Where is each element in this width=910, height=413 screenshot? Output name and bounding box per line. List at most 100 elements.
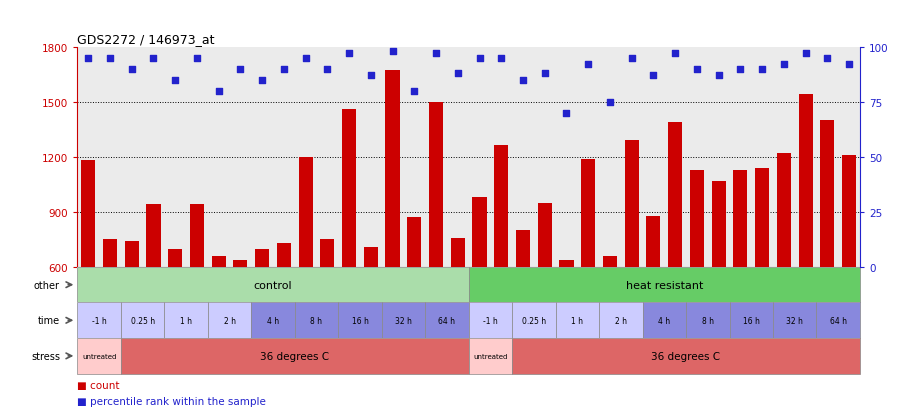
Bar — [408, 218, 421, 267]
Bar — [777, 154, 791, 267]
Point — [320, 66, 335, 73]
Text: ■ percentile rank within the sample: ■ percentile rank within the sample — [77, 396, 267, 406]
Text: -1 h: -1 h — [483, 316, 498, 325]
Bar — [842, 156, 856, 267]
Text: 8 h: 8 h — [702, 316, 713, 325]
Bar — [212, 256, 226, 267]
Point — [103, 55, 117, 62]
Bar — [233, 261, 248, 267]
Point — [842, 62, 856, 69]
Text: 4 h: 4 h — [267, 316, 279, 325]
Bar — [450, 238, 465, 267]
Point — [646, 73, 661, 79]
Text: GDS2272 / 146973_at: GDS2272 / 146973_at — [77, 33, 215, 45]
Text: 1 h: 1 h — [571, 316, 583, 325]
Bar — [429, 102, 443, 267]
Bar — [599, 303, 642, 338]
Bar — [816, 303, 860, 338]
Text: 0.25 h: 0.25 h — [521, 316, 546, 325]
Point — [776, 62, 791, 69]
Bar — [512, 303, 556, 338]
Point — [81, 55, 96, 62]
Bar — [298, 157, 313, 267]
Text: 64 h: 64 h — [439, 316, 455, 325]
Bar — [121, 338, 469, 374]
Text: 16 h: 16 h — [351, 316, 369, 325]
Bar — [690, 170, 704, 267]
Point — [690, 66, 704, 73]
Bar — [121, 303, 165, 338]
Text: 2 h: 2 h — [615, 316, 627, 325]
Text: -1 h: -1 h — [92, 316, 106, 325]
Bar — [642, 303, 686, 338]
Point — [712, 73, 726, 79]
Point — [233, 66, 248, 73]
Text: 36 degrees C: 36 degrees C — [260, 351, 329, 361]
Text: other: other — [34, 280, 60, 290]
Bar — [712, 181, 725, 267]
Point — [211, 88, 226, 95]
Bar — [277, 243, 291, 267]
Bar — [381, 303, 425, 338]
Bar — [556, 303, 599, 338]
Bar — [624, 141, 639, 267]
Bar — [81, 161, 96, 267]
Point — [494, 55, 509, 62]
Bar — [147, 205, 160, 267]
Text: stress: stress — [31, 351, 60, 361]
Bar — [560, 260, 573, 267]
Bar — [646, 216, 661, 267]
Bar — [339, 303, 381, 338]
Point — [189, 55, 204, 62]
Point — [147, 55, 161, 62]
Bar — [686, 303, 730, 338]
Point — [255, 77, 269, 84]
Point — [167, 77, 182, 84]
Bar — [516, 230, 530, 267]
Text: 64 h: 64 h — [830, 316, 846, 325]
Text: untreated: untreated — [473, 353, 508, 359]
Bar — [469, 338, 512, 374]
Bar — [255, 249, 269, 267]
Text: untreated: untreated — [82, 353, 116, 359]
Bar — [603, 256, 617, 267]
Text: 2 h: 2 h — [224, 316, 236, 325]
Bar — [165, 303, 207, 338]
Bar — [512, 338, 860, 374]
Bar — [251, 303, 295, 338]
Point — [668, 51, 682, 57]
Text: 16 h: 16 h — [743, 316, 760, 325]
Bar — [77, 303, 121, 338]
Point — [385, 49, 399, 55]
Bar — [320, 240, 334, 267]
Bar — [668, 123, 682, 267]
Text: 1 h: 1 h — [180, 316, 192, 325]
Bar — [773, 303, 816, 338]
Bar — [342, 110, 356, 267]
Bar — [425, 303, 469, 338]
Point — [298, 55, 313, 62]
Text: ■ count: ■ count — [77, 380, 120, 390]
Point — [472, 55, 487, 62]
Bar — [733, 170, 747, 267]
Point — [277, 66, 291, 73]
Point — [516, 77, 531, 84]
Point — [429, 51, 443, 57]
Text: 4 h: 4 h — [658, 316, 671, 325]
Bar — [125, 242, 138, 267]
Bar — [103, 240, 117, 267]
Text: 0.25 h: 0.25 h — [130, 316, 155, 325]
Bar — [472, 198, 487, 267]
Bar — [77, 338, 121, 374]
Text: 32 h: 32 h — [395, 316, 412, 325]
Bar — [469, 267, 860, 303]
Bar — [168, 249, 182, 267]
Text: control: control — [254, 280, 292, 290]
Bar — [295, 303, 339, 338]
Bar — [207, 303, 251, 338]
Text: heat resistant: heat resistant — [625, 280, 703, 290]
Bar — [77, 267, 469, 303]
Point — [581, 62, 595, 69]
Point — [125, 66, 139, 73]
Text: 32 h: 32 h — [786, 316, 804, 325]
